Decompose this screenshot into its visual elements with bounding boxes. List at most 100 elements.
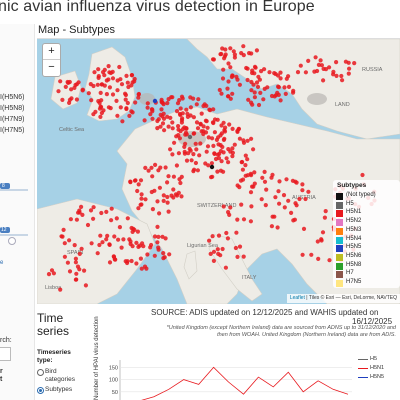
detection-marker[interactable] (211, 143, 216, 148)
detection-marker[interactable] (252, 181, 257, 186)
detection-marker[interactable] (176, 127, 181, 132)
detection-marker[interactable] (130, 244, 135, 249)
detection-marker[interactable] (320, 230, 326, 235)
detection-marker[interactable] (275, 225, 280, 230)
detection-marker[interactable] (91, 205, 96, 210)
detection-marker[interactable] (226, 94, 231, 99)
detection-marker[interactable] (203, 118, 208, 123)
detection-marker[interactable] (278, 76, 283, 81)
detection-marker[interactable] (248, 190, 254, 195)
detection-marker[interactable] (162, 128, 167, 133)
detection-marker[interactable] (136, 95, 141, 100)
detection-marker[interactable] (223, 265, 228, 270)
detection-marker[interactable] (129, 73, 135, 78)
detection-marker[interactable] (123, 97, 128, 102)
detection-marker[interactable] (265, 85, 270, 90)
detection-marker[interactable] (150, 207, 155, 212)
detection-marker[interactable] (136, 182, 141, 187)
detection-marker[interactable] (166, 209, 171, 214)
detection-marker[interactable] (222, 56, 227, 61)
detection-marker[interactable] (220, 76, 226, 81)
detection-marker[interactable] (82, 268, 87, 273)
detection-marker[interactable] (262, 67, 267, 72)
detection-marker[interactable] (195, 126, 201, 131)
detection-marker[interactable] (276, 189, 281, 194)
detection-marker[interactable] (104, 92, 109, 97)
detection-marker[interactable] (104, 209, 109, 214)
detection-marker[interactable] (269, 224, 274, 229)
detection-marker[interactable] (290, 178, 295, 183)
detection-marker[interactable] (209, 161, 214, 166)
detection-marker[interactable] (238, 178, 244, 183)
detection-marker[interactable] (58, 287, 63, 292)
detection-marker[interactable] (120, 119, 125, 124)
detection-marker[interactable] (212, 130, 217, 135)
detection-marker[interactable] (209, 164, 215, 170)
detection-marker[interactable] (237, 185, 242, 190)
detection-marker[interactable] (241, 138, 246, 143)
detection-marker[interactable] (220, 246, 225, 252)
detection-marker[interactable] (95, 251, 100, 256)
detection-marker[interactable] (227, 122, 232, 127)
detection-marker[interactable] (167, 252, 172, 257)
slider-handle[interactable] (8, 237, 16, 245)
detection-marker[interactable] (62, 254, 67, 259)
detection-marker[interactable] (142, 118, 147, 123)
detection-marker[interactable] (60, 234, 65, 239)
detection-marker[interactable] (157, 185, 162, 190)
detection-marker[interactable] (168, 115, 173, 120)
detection-marker[interactable] (230, 150, 235, 155)
detection-marker[interactable] (149, 242, 154, 248)
detection-marker[interactable] (230, 146, 235, 151)
detection-marker[interactable] (189, 158, 194, 163)
detection-marker[interactable] (106, 64, 111, 69)
radio-button-checked[interactable] (37, 387, 44, 394)
detection-marker[interactable] (80, 87, 85, 92)
detection-marker[interactable] (319, 237, 324, 242)
detection-marker[interactable] (139, 192, 144, 197)
radio-button[interactable] (37, 369, 44, 376)
detection-marker[interactable] (123, 259, 128, 264)
detection-marker[interactable] (165, 101, 170, 106)
detection-marker[interactable] (235, 254, 240, 259)
detection-marker[interactable] (152, 234, 158, 239)
detection-marker[interactable] (210, 120, 216, 125)
detection-marker[interactable] (156, 234, 161, 239)
detection-marker[interactable] (107, 260, 113, 265)
detection-marker[interactable] (65, 79, 70, 85)
detection-marker[interactable] (125, 80, 130, 85)
detection-marker[interactable] (168, 147, 173, 152)
detection-marker[interactable] (193, 160, 198, 166)
detection-marker[interactable] (145, 252, 150, 257)
detection-marker[interactable] (91, 216, 96, 221)
detection-marker[interactable] (46, 272, 52, 277)
detection-marker[interactable] (65, 260, 70, 265)
detection-marker[interactable] (173, 192, 178, 197)
detection-marker[interactable] (247, 51, 252, 56)
detection-marker[interactable] (206, 135, 211, 140)
detection-marker[interactable] (172, 140, 177, 145)
detection-marker[interactable] (295, 70, 301, 75)
detection-marker[interactable] (121, 237, 126, 242)
detection-marker[interactable] (107, 85, 112, 90)
detection-marker[interactable] (67, 269, 73, 274)
detection-marker[interactable] (98, 114, 103, 119)
detection-marker[interactable] (149, 165, 154, 170)
detection-marker[interactable] (63, 84, 68, 89)
detection-marker[interactable] (297, 196, 302, 202)
detection-marker[interactable] (134, 240, 139, 245)
detection-marker[interactable] (153, 162, 158, 167)
detection-marker[interactable] (291, 88, 296, 93)
detection-marker[interactable] (134, 261, 139, 266)
detection-marker[interactable] (96, 67, 101, 72)
detection-marker[interactable] (163, 165, 168, 170)
detection-marker[interactable] (233, 245, 238, 251)
detection-marker[interactable] (221, 137, 226, 142)
detection-marker[interactable] (245, 138, 250, 143)
detection-marker[interactable] (74, 271, 79, 276)
detection-marker[interactable] (301, 226, 307, 231)
detection-marker[interactable] (250, 68, 255, 73)
subtype-option[interactable]: I(H5N6) (0, 94, 25, 101)
detection-marker[interactable] (170, 120, 175, 125)
